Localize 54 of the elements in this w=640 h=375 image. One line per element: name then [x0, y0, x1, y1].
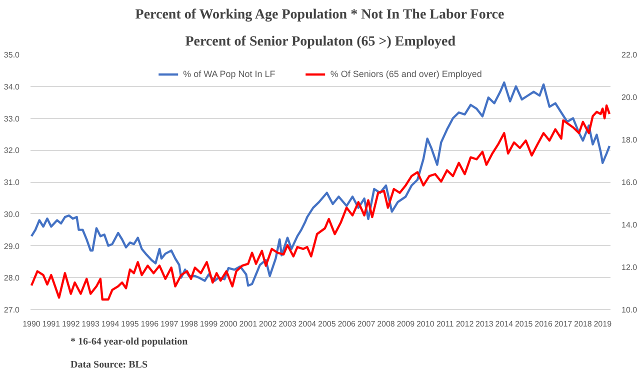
y2-tick-label: 16.0 [622, 178, 638, 187]
y2-tick-label: 22.0 [622, 50, 638, 60]
line-series [30, 81, 610, 287]
y2-tick-label: 10.0 [622, 306, 638, 314]
text: * 16-64 year-old population [70, 336, 188, 348]
x-tick-label: 2007 [357, 320, 376, 328]
x-tick-label: 2005 [318, 320, 336, 328]
y-tick-label: 29.0 [4, 242, 20, 251]
x-tick-label: 2012 [456, 320, 474, 328]
x-tick-label: 2002 [258, 320, 278, 328]
x-tick-label: 2006 [338, 320, 356, 328]
x-tick-label: 1999 [200, 320, 218, 328]
chart-subtitle: Percent of Senior Populaton (65 >) Employed [185, 34, 456, 50]
chart-title: Percent of Working Age Population * Not In The Labor Force [135, 8, 504, 22]
legend-label: % Of Seniors (65 and over) Employed [330, 69, 482, 79]
x-tick-label: 2000 [220, 320, 238, 328]
x-tick-label: 2016 [534, 320, 553, 328]
x-tick-label: 2017 [554, 320, 573, 328]
x-tick-label: 2019 [594, 320, 612, 328]
y-tick-label: 28.0 [4, 274, 20, 283]
y2-tick-label: 18.0 [622, 136, 638, 144]
x-tick-label: 1995 [121, 320, 140, 328]
x-tick-label: 2010 [416, 320, 435, 328]
x-tick-label: 2004 [298, 320, 317, 328]
x-tick-label: 1991 [42, 320, 61, 328]
x-tick-label: 2014 [495, 320, 514, 328]
y-tick-label: 31.0 [4, 178, 20, 187]
x-tick-label: 2008 [377, 320, 396, 328]
x-tick-label: 2011 [436, 320, 454, 328]
x-tick-label: 1994 [101, 320, 120, 328]
y-tick-label: 27.0 [4, 306, 20, 314]
x-tick-label: 2013 [476, 320, 494, 328]
x-tick-label: 2003 [278, 320, 297, 328]
y-tick-label: 30.0 [4, 210, 20, 219]
x-tick-label: 1998 [180, 320, 198, 328]
y2-tick-label: 12.0 [622, 263, 638, 272]
x-tick-label: 2015 [514, 320, 534, 328]
y2-tick-label: 14.0 [622, 220, 638, 230]
source-note: Data Source: BLS [70, 360, 148, 370]
y-tick-label: 33.0 [4, 114, 20, 124]
y-tick-label: 34.0 [4, 82, 20, 92]
x-tick-label: 2018 [574, 320, 592, 328]
x-tick-label: 2001 [239, 320, 258, 328]
y-tick-label: 32.0 [4, 146, 20, 156]
x-tick-label: 1993 [82, 320, 100, 328]
x-tick-label: 1990 [22, 320, 41, 328]
line-series [30, 104, 610, 301]
x-tick-label: 1996 [140, 320, 160, 328]
legend-label: % of WA Pop Not In LF [183, 69, 276, 79]
x-tick-label: 1992 [62, 320, 80, 328]
x-tick-label: 2009 [396, 320, 416, 328]
x-tick-label: 1997 [160, 320, 179, 328]
y-tick-label: 35.0 [4, 50, 20, 60]
y2-tick-label: 20.0 [622, 93, 638, 102]
